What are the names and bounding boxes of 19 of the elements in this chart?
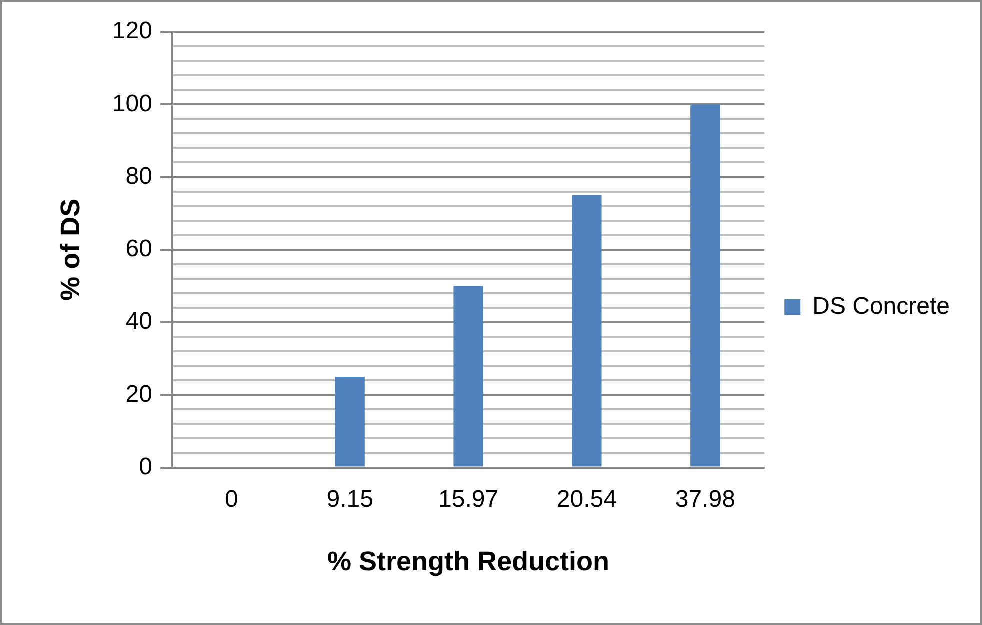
x-tick-label: 0 (224, 486, 238, 513)
legend-label: DS Concrete (812, 293, 950, 320)
bar (690, 104, 720, 467)
bar (572, 195, 602, 467)
x-tick-label: 15.97 (438, 486, 499, 513)
y-tick-label: 100 (112, 90, 152, 118)
y-tick-label: 80 (126, 162, 152, 190)
y-tick-label: 0 (139, 453, 152, 480)
y-axis-title: % of DS (56, 198, 86, 301)
x-axis-title: % Strength Reduction (328, 546, 610, 576)
y-tick-label: 20 (126, 380, 152, 408)
bar (335, 377, 365, 467)
y-tick-label: 40 (126, 308, 152, 336)
y-tick-label: 120 (112, 18, 152, 45)
bar (454, 286, 484, 467)
y-tick-label: 60 (126, 236, 152, 263)
x-tick-label: 9.15 (326, 486, 374, 513)
x-tick-label: 37.98 (675, 486, 736, 513)
x-tick-label: 20.54 (556, 486, 617, 513)
